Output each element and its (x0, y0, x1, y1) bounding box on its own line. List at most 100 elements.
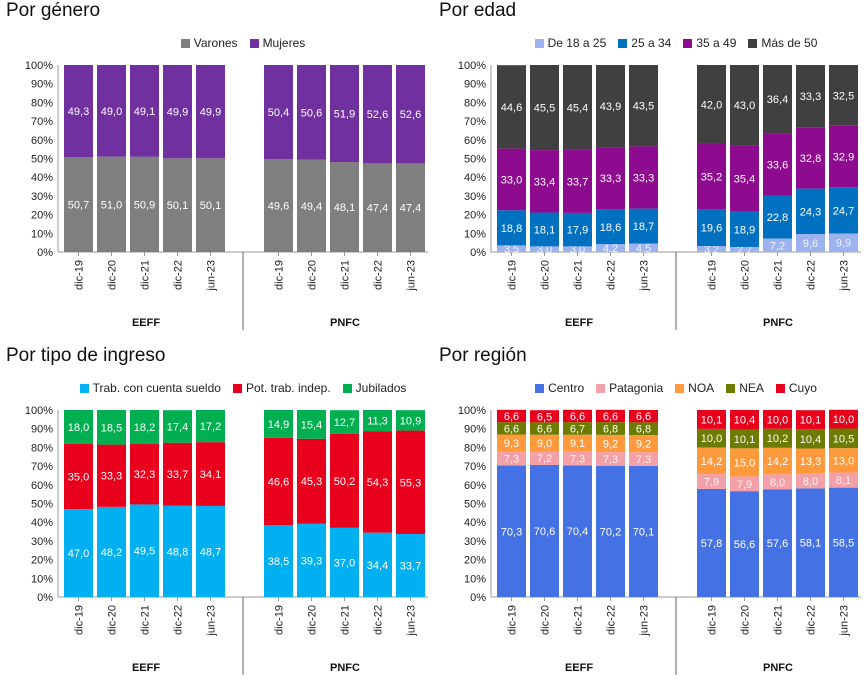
x-tick-label: dic-19 (707, 605, 719, 635)
bar-segment (629, 65, 658, 147)
data-label: 54,3 (367, 477, 388, 489)
data-label: 49,0 (101, 106, 122, 118)
bar-segment (629, 146, 658, 209)
legend-label: Trab. con cuenta sueldo (92, 381, 221, 395)
data-label: 58,1 (800, 538, 821, 550)
legend-item: 35 a 49 (683, 36, 736, 50)
x-tick-label: dic-21 (773, 605, 785, 635)
chart-title: Por región (439, 345, 527, 366)
bar-segment (629, 410, 658, 423)
data-label: 6,6 (603, 411, 618, 423)
x-tick-label: dic-21 (573, 260, 585, 290)
bar-segment (829, 409, 858, 429)
bar-segment (563, 422, 592, 435)
bar-segment (730, 476, 759, 492)
data-label: 45,4 (567, 102, 588, 114)
data-label: 42,0 (701, 99, 722, 111)
group-label: PNFC (330, 662, 360, 674)
bar-segment (330, 433, 359, 528)
data-label: 48,8 (167, 546, 188, 558)
legend-swatch (180, 38, 190, 48)
bar-segment (796, 188, 825, 235)
bar-segment (396, 430, 425, 534)
bar-segment (163, 442, 192, 506)
y-tick-label: 100% (458, 60, 486, 72)
data-label: 33,0 (501, 174, 522, 186)
y-tick-label: 90% (31, 424, 53, 436)
bar-segment (163, 410, 192, 443)
bar-segment (497, 451, 526, 466)
bar-segment (497, 245, 526, 252)
data-label: 49,3 (68, 106, 89, 118)
legend-swatch (249, 38, 259, 48)
data-label: 49,1 (134, 106, 155, 118)
legend-label: Pot. trab. indep. (245, 381, 331, 395)
bar-segment (497, 210, 526, 246)
legend-swatch (748, 38, 758, 48)
data-label: 32,8 (800, 153, 821, 165)
chart-title: Por tipo de ingreso (6, 345, 166, 366)
x-tick-label: dic-20 (540, 605, 552, 635)
bar-segment (697, 143, 726, 210)
y-tick-label: 70% (31, 116, 53, 128)
legend-swatch (342, 383, 352, 393)
bar-segment (130, 444, 159, 505)
data-label: 10,0 (701, 433, 722, 445)
group-label: EEFF (132, 662, 160, 674)
x-tick-label: dic-20 (307, 605, 319, 635)
bar-segment (763, 410, 792, 429)
x-tick-label: dic-22 (373, 260, 385, 290)
bar-segment (796, 65, 825, 128)
data-label: 18,5 (101, 422, 122, 434)
x-tick-label: dic-20 (307, 260, 319, 290)
legend-label: 35 a 49 (696, 36, 737, 50)
data-label: 70,6 (534, 526, 555, 538)
data-label: 7,2 (770, 240, 785, 252)
data-label: 48,2 (101, 547, 122, 559)
x-tick-label: dic-21 (140, 260, 152, 290)
bar-segment (829, 233, 858, 252)
data-label: 32,9 (833, 152, 854, 164)
y-tick-label: 50% (464, 154, 486, 166)
bar-segment (763, 238, 792, 252)
bar-segment (297, 523, 326, 597)
data-label: 9,3 (504, 438, 519, 450)
bar-segment (130, 156, 159, 252)
bar-segment (97, 65, 126, 157)
data-label: 13,0 (833, 455, 854, 467)
legend-item: Mujeres (249, 36, 305, 50)
x-tick-label: dic-22 (606, 260, 618, 290)
bar-segment (697, 488, 726, 597)
data-label: 50,1 (167, 200, 188, 212)
data-label: 55,3 (400, 477, 421, 489)
legend: Trab. con cuenta sueldo Pot. trab. indep.… (0, 381, 486, 395)
x-tick-label: jun-23 (406, 260, 418, 292)
y-tick-label: 30% (31, 191, 53, 203)
legend-label: NEA (739, 381, 764, 395)
data-label: 12,7 (334, 417, 355, 429)
data-label: 52,6 (367, 109, 388, 121)
data-label: 33,3 (633, 172, 654, 184)
data-label: 49,4 (301, 201, 322, 213)
data-label: 50,6 (301, 107, 322, 119)
y-tick-label: 30% (464, 536, 486, 548)
data-label: 70,4 (567, 526, 588, 538)
bar-segment (64, 410, 93, 444)
bar-segment (297, 410, 326, 439)
x-tick-label: dic-19 (507, 260, 519, 290)
x-tick-label: dic-22 (173, 260, 185, 290)
bar-segment (596, 422, 625, 435)
y-tick-label: 100% (25, 405, 53, 417)
data-label: 7,3 (636, 454, 651, 466)
legend-item: Trab. con cuenta sueldo (79, 381, 221, 395)
data-label: 24,7 (833, 205, 854, 217)
data-label: 17,9 (567, 225, 588, 237)
x-tick-label: jun-23 (839, 605, 851, 637)
data-label: 47,0 (68, 548, 89, 560)
data-label: 8,1 (836, 475, 851, 487)
bar-segment (64, 157, 93, 252)
data-label: 15,4 (301, 419, 322, 431)
data-label: 6,6 (570, 411, 585, 423)
bar-segment (730, 145, 759, 212)
data-label: 49,5 (134, 546, 155, 558)
